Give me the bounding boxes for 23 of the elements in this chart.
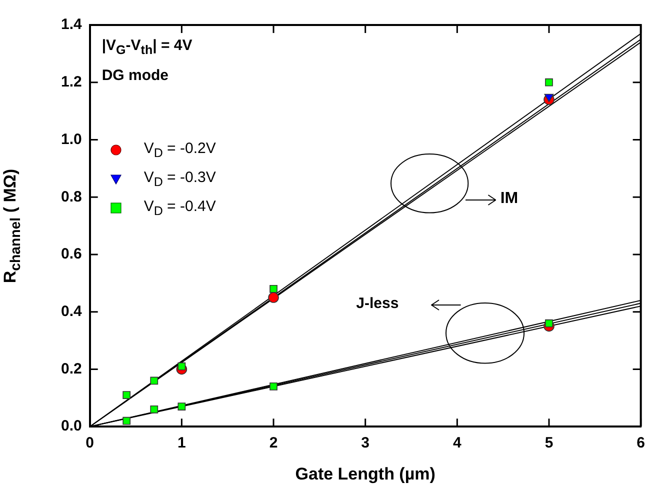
x-tick-label: 5 bbox=[544, 434, 554, 452]
y-tick-label: 0.0 bbox=[60, 418, 82, 435]
y-tick-label: 0.2 bbox=[60, 360, 82, 378]
annotation: |V$_{G}$-V$_{th}$| = 4V bbox=[102, 37, 192, 57]
x-tick-label: 2 bbox=[269, 434, 278, 452]
y-tick-label: 0.6 bbox=[60, 246, 82, 263]
annotation: J-less bbox=[356, 294, 399, 312]
x-tick-label: 6 bbox=[636, 434, 645, 452]
legend-label: V$_{D}$ = -0.3V bbox=[144, 168, 216, 188]
y-tick-label: 0.8 bbox=[60, 188, 82, 206]
x-tick-label: 3 bbox=[361, 434, 370, 452]
y-tick-label: 1.0 bbox=[60, 130, 82, 148]
x-tick-label: 4 bbox=[453, 434, 462, 452]
y-tick-label: 1.4 bbox=[60, 16, 82, 34]
x-axis-title: Gate Length (µm) bbox=[295, 464, 436, 484]
y-tick-label: 0.4 bbox=[60, 303, 82, 320]
y-tick-label: 1.2 bbox=[60, 74, 82, 91]
x-tick-label: 1 bbox=[178, 434, 186, 452]
annotation: DG mode bbox=[102, 67, 169, 84]
x-tick-label: 0 bbox=[86, 434, 94, 452]
legend-label: V$_{D}$ = -0.4V bbox=[144, 198, 216, 218]
annotation: IM bbox=[500, 190, 518, 208]
legend-label: V$_{D}$ = -0.2V bbox=[144, 140, 216, 160]
